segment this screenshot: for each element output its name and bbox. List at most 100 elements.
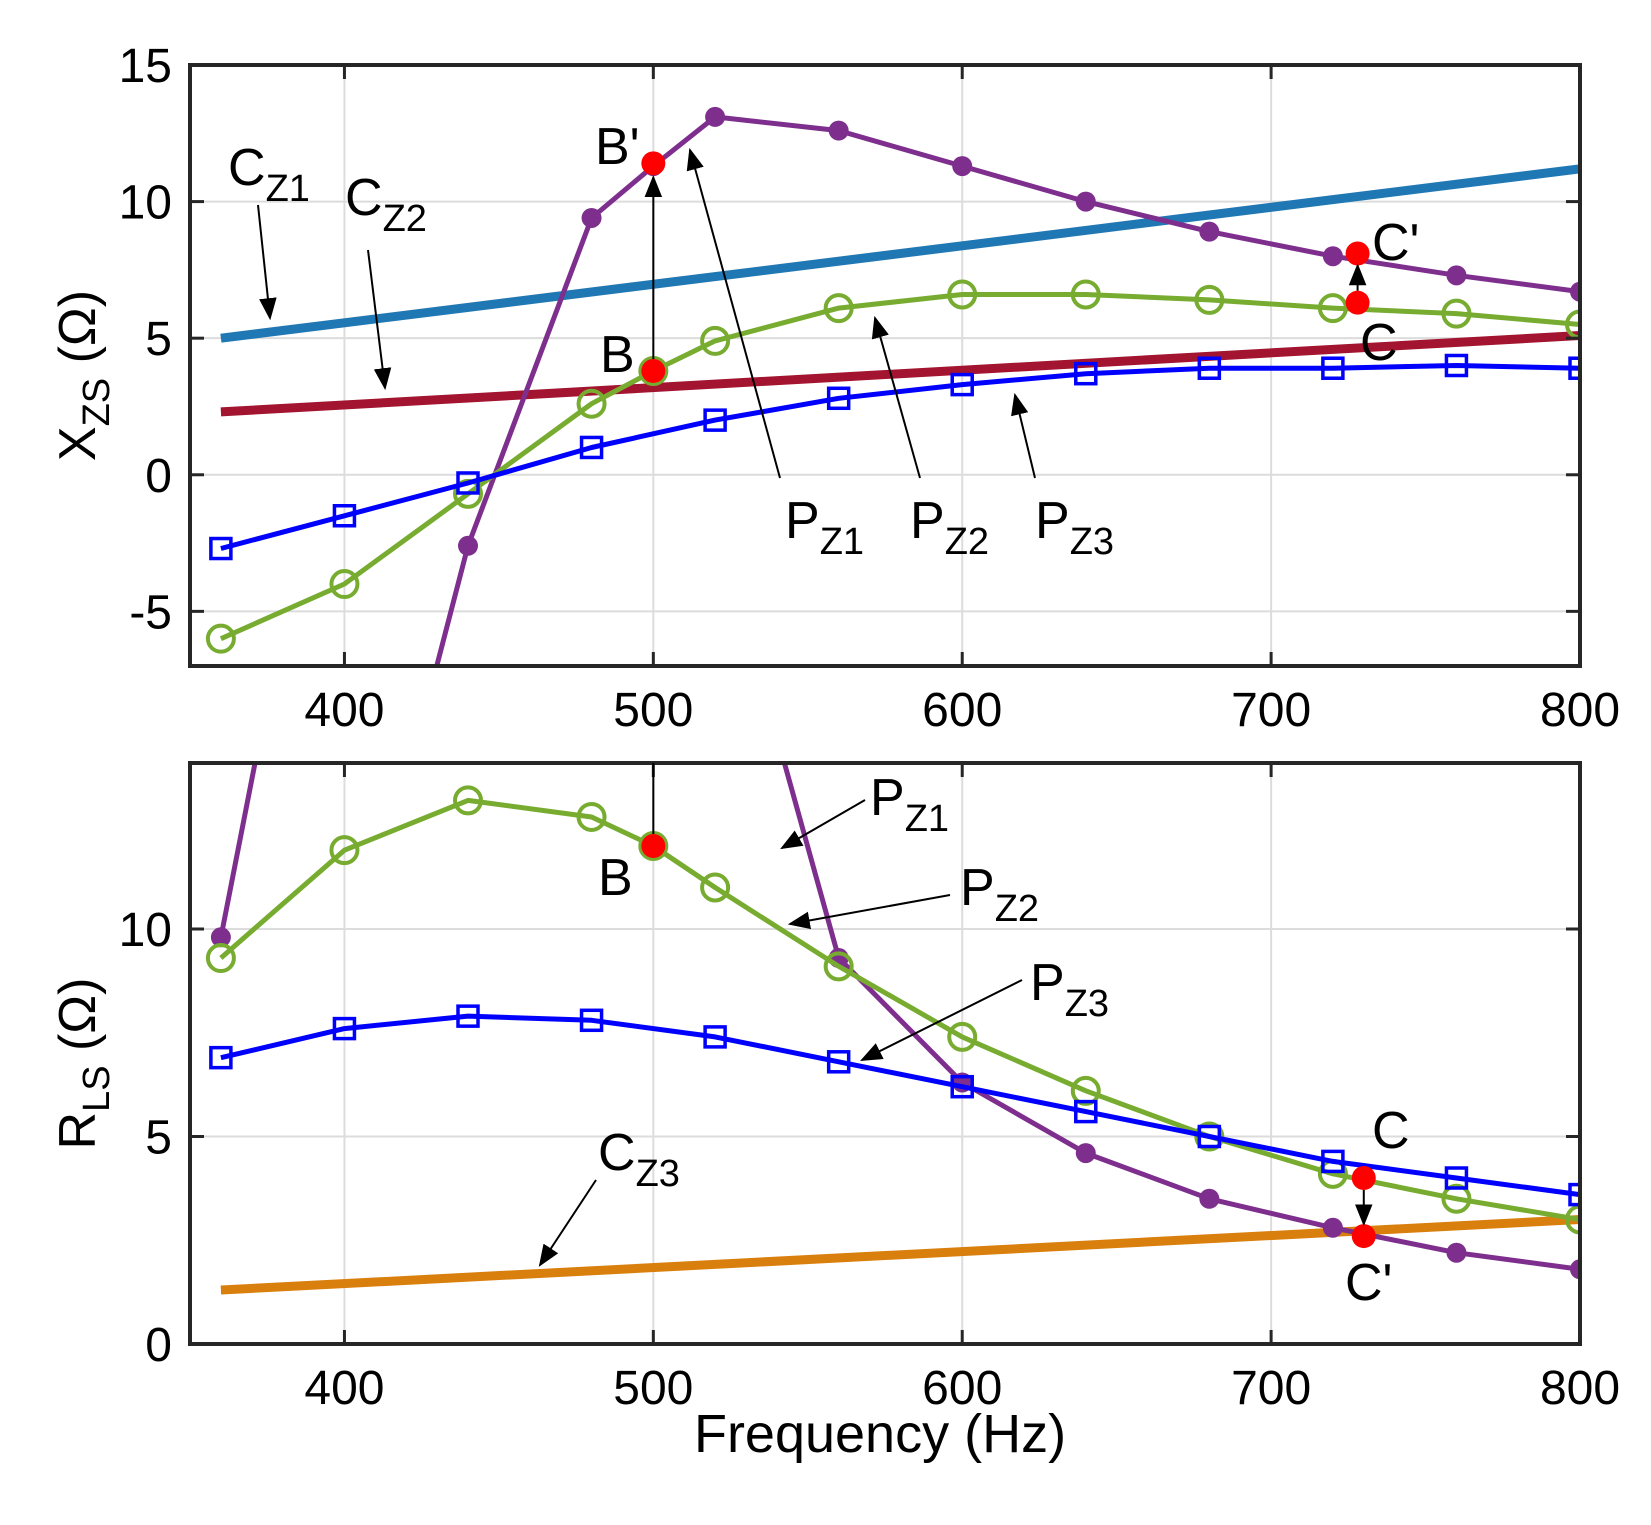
annotation-main: C (228, 139, 266, 197)
annotation-pz2: PZ2 (910, 492, 989, 563)
label-c: C (1360, 314, 1398, 372)
series-line-p-z3 (220, 363, 1580, 551)
data-point-p-z3 (826, 386, 851, 411)
arrow-pz2 (871, 315, 921, 479)
data-point-p-z2 (329, 569, 360, 600)
data-point-p-z1 (1322, 246, 1343, 267)
data-point-p-z1 (581, 207, 602, 228)
plot-area (190, 763, 1580, 1344)
data-point-p-z1 (1075, 191, 1096, 212)
data-point-p-z3 (703, 408, 727, 432)
annotation-cz2: CZ2 (345, 169, 427, 240)
y-tick-label: 0 (145, 1319, 172, 1372)
arrow-cz2 (367, 249, 392, 391)
annotation-main: C (598, 1124, 636, 1182)
data-point-p-z2 (1070, 1075, 1101, 1106)
data-point-p-z2 (947, 279, 978, 310)
annotation-sub: Z3 (1065, 983, 1109, 1025)
series-group (205, 106, 1580, 666)
data-point-p-z2 (823, 951, 854, 982)
annotation-sub: Z1 (266, 168, 310, 210)
annotation-sub: Z1 (905, 798, 949, 840)
data-point-p-z3 (826, 1050, 851, 1074)
annotation-sub: Z2 (383, 198, 427, 240)
data-point-p-z2 (1565, 309, 1580, 340)
y-label-sub: ZS (76, 378, 118, 427)
arrow-cz1 (257, 204, 277, 321)
data-point-p-z1 (1570, 281, 1580, 302)
data-point-p-z1 (1570, 1259, 1580, 1280)
data-point-p-z2 (1317, 293, 1348, 324)
data-point-p-z2 (700, 325, 731, 356)
data-point-p-z3 (950, 372, 974, 397)
y-tick-label: 0 (145, 450, 172, 503)
data-point-p-z2 (205, 943, 236, 974)
x-tick-label: 400 (304, 1362, 384, 1415)
series-line-p-z2 (219, 797, 1580, 1222)
label-bottom-c: C (1372, 1102, 1410, 1160)
data-point-p-z1 (1446, 265, 1467, 286)
x-tick-label: 700 (1231, 684, 1311, 737)
marked-point-c (1351, 1166, 1376, 1190)
annotation-sub: Z3 (1070, 521, 1114, 563)
data-point-p-z3 (209, 1045, 233, 1070)
marked-point-b (641, 358, 666, 383)
y-tick-label: 10 (119, 904, 172, 957)
annotation-bottom-pz2: PZ2 (960, 859, 1039, 930)
arrow-pz3 (1011, 392, 1036, 479)
annotation-pz3: PZ3 (1035, 492, 1114, 563)
data-point-p-z3 (1568, 1182, 1580, 1207)
arrow-bottom-pz3 (860, 979, 1023, 1061)
marked-point-c-prime (1345, 241, 1370, 266)
x-tick-label: 500 (613, 684, 693, 737)
data-point-p-z2 (700, 872, 731, 903)
data-point-p-z1 (952, 156, 973, 177)
data-point-p-z3 (1321, 356, 1345, 380)
series-line-c-z1 (220, 164, 1580, 343)
data-point-p-z2 (823, 293, 854, 324)
series-line-c-z2 (220, 331, 1580, 417)
axes-box (188, 761, 1582, 1346)
data-point-p-z2 (1441, 1183, 1472, 1214)
data-point-p-z3 (332, 1016, 357, 1041)
axes-box (188, 63, 1582, 668)
y-axis-label-text: RLS (Ω) (49, 978, 118, 1150)
arrow-pz1 (686, 147, 781, 479)
x-tick-label: 400 (304, 684, 384, 737)
data-point-p-z1 (1075, 1143, 1096, 1164)
series-line-p-z3 (220, 1013, 1580, 1198)
annotation-sub: Z2 (995, 888, 1039, 930)
data-point-p-z3 (1321, 1149, 1345, 1174)
data-point-p-z3 (332, 504, 357, 528)
data-point-p-z2 (576, 388, 607, 419)
data-point-p-z2 (329, 835, 360, 866)
annotation-main: P (1030, 954, 1065, 1012)
y-tick-label: -5 (129, 586, 172, 639)
panel-top: 400 500 600 700 800 15 10 5 0 -5 XZS (Ω) (49, 40, 1620, 737)
y-label-main: X (49, 426, 107, 461)
data-point-p-z1 (1322, 1217, 1343, 1238)
arrow-bottom-cz3 (538, 1179, 597, 1267)
y-tick-label: 15 (119, 40, 172, 93)
x-axis-label: Frequency (Hz) (694, 1404, 1066, 1464)
data-point-p-z1 (458, 535, 478, 556)
y-axis-label: XZS (Ω) (49, 290, 118, 461)
annotation-cz1: CZ1 (228, 139, 310, 210)
annotation-main: P (960, 859, 995, 917)
data-point-p-z3 (1444, 353, 1469, 378)
annotation-sub: Z2 (945, 521, 989, 563)
x-tick-label: 800 (1540, 1362, 1620, 1415)
x-tick-label: 600 (922, 684, 1002, 737)
annotation-main: P (870, 769, 905, 827)
annotation-main: P (785, 492, 820, 550)
data-point-p-z3 (950, 1074, 974, 1099)
x-tick-label: 800 (1540, 684, 1620, 737)
data-point-p-z2 (1194, 284, 1225, 315)
arrow-bottom-pz1 (780, 799, 866, 850)
y-label-main: R (49, 1112, 107, 1150)
data-point-p-z3 (1074, 1099, 1098, 1124)
y-tick-label: 5 (145, 1112, 172, 1165)
data-point-p-z1 (828, 120, 849, 141)
marked-point-b-prime (641, 151, 666, 176)
